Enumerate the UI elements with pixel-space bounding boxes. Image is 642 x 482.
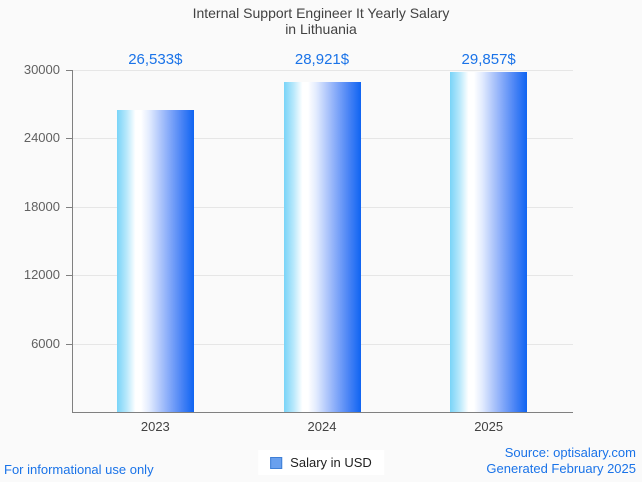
y-axis-tick xyxy=(66,275,72,277)
chart-title-line1: Internal Support Engineer It Yearly Sala… xyxy=(192,5,450,21)
y-axis-tick xyxy=(66,70,72,71)
legend: Salary in USD xyxy=(258,450,384,475)
gridline xyxy=(73,70,573,71)
y-axis-tick xyxy=(66,138,72,140)
y-axis-tick xyxy=(66,206,72,208)
legend-swatch-icon xyxy=(270,456,283,469)
y-axis-label: 24000 xyxy=(23,130,60,146)
bar[interactable] xyxy=(450,72,528,412)
x-axis-label: 2024 xyxy=(307,419,337,434)
generated-date: Generated February 2025 xyxy=(486,461,636,476)
chart-title: Internal Support Engineer It Yearly Sala… xyxy=(0,5,642,37)
bar[interactable] xyxy=(283,82,361,412)
x-axis-line xyxy=(72,412,573,413)
footer-disclaimer: For informational use only xyxy=(4,462,154,477)
source-link[interactable]: Source: optisalary.com xyxy=(504,445,636,460)
bar-value-label: 26,533$ xyxy=(128,51,183,68)
bar-value-label: 29,857$ xyxy=(461,51,516,68)
legend-label: Salary in USD xyxy=(290,455,372,470)
y-axis-tick xyxy=(66,343,72,345)
y-axis-label: 30000 xyxy=(23,62,60,77)
chart-title-line2: in Lithuania xyxy=(285,21,357,37)
y-axis-label: 12000 xyxy=(23,267,60,283)
bar[interactable] xyxy=(116,110,194,412)
footer-source-block: Source: optisalary.com Generated Februar… xyxy=(486,445,636,477)
bar-value-label: 28,921$ xyxy=(294,51,350,68)
y-axis-line xyxy=(72,70,73,413)
x-axis-label: 2025 xyxy=(474,419,504,434)
y-axis-label: 6000 xyxy=(31,335,60,351)
x-axis-label: 2023 xyxy=(140,419,170,434)
y-axis-label: 18000 xyxy=(23,198,60,214)
